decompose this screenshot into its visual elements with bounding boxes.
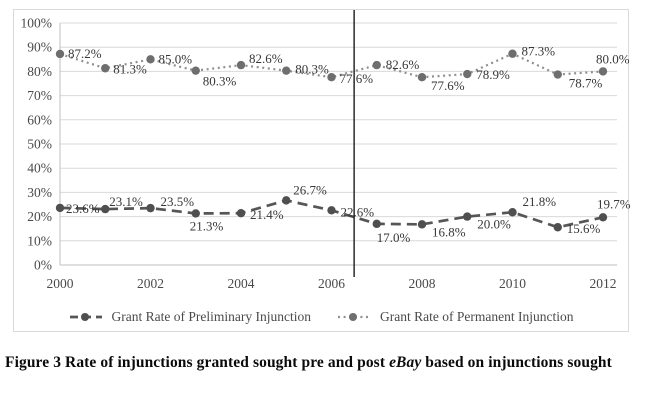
- data-label-permanent: 77.6%: [431, 78, 465, 93]
- caption-case-name: eBay: [389, 354, 422, 371]
- data-point-permanent: [191, 66, 200, 75]
- data-label-permanent: 81.3%: [113, 61, 147, 76]
- y-tick-label: 70%: [27, 88, 52, 103]
- data-label-permanent: 85.0%: [159, 51, 193, 66]
- x-tick-label: 2002: [137, 276, 164, 291]
- dashed-line-series-marker-icon: [69, 313, 102, 321]
- data-label-preliminary: 16.8%: [432, 224, 466, 239]
- y-tick-label: 80%: [27, 64, 52, 79]
- figure-caption: Figure 3 Rate of injunctions granted sou…: [5, 354, 645, 372]
- data-point-permanent: [553, 70, 562, 79]
- y-tick-label: 40%: [27, 161, 52, 176]
- data-point-preliminary: [553, 223, 562, 232]
- data-label-preliminary: 22.6%: [341, 204, 375, 219]
- data-label-permanent: 80.0%: [596, 51, 630, 66]
- data-label-preliminary: 26.7%: [293, 182, 327, 197]
- data-label-permanent: 78.9%: [476, 67, 510, 82]
- y-tick-label: 20%: [27, 209, 52, 224]
- data-point-permanent: [508, 49, 517, 58]
- caption-prefix: Figure 3 Rate of injunctions granted sou…: [5, 354, 390, 371]
- data-point-permanent: [327, 73, 336, 82]
- y-tick-label: 0%: [34, 258, 52, 273]
- data-label-preliminary: 20.0%: [477, 217, 511, 232]
- y-tick-label: 30%: [27, 185, 52, 200]
- x-tick-label: 2006: [318, 276, 345, 291]
- data-label-preliminary: 23.6%: [66, 201, 100, 216]
- x-tick-label: 2012: [590, 276, 617, 291]
- data-point-preliminary: [236, 209, 246, 218]
- chart-container: 0% 10% 20% 30% 40% 50% 60% 70% 80% 90% 100% 2000 200…: [13, 9, 631, 332]
- legend-label-preliminary: Grant Rate of Preliminary Injunction: [111, 309, 311, 324]
- data-point-preliminary: [101, 204, 110, 214]
- data-point-preliminary: [146, 203, 155, 213]
- data-label-permanent: 82.6%: [386, 57, 420, 72]
- legend-item-preliminary: Grant Rate of Preliminary Injunction: [69, 309, 311, 325]
- y-tick-label: 90%: [27, 40, 52, 55]
- data-label-preliminary: 23.1%: [109, 194, 143, 209]
- data-point-preliminary: [282, 196, 291, 205]
- data-point-permanent: [372, 60, 381, 70]
- data-label-preliminary: 15.6%: [567, 221, 601, 236]
- data-point-preliminary: [598, 213, 608, 222]
- data-label-preliminary: 21.4%: [250, 207, 284, 222]
- data-point-permanent: [417, 73, 427, 82]
- data-point-preliminary: [508, 208, 517, 217]
- data-label-permanent: 80.3%: [295, 62, 329, 77]
- data-label-preliminary: 17.0%: [377, 230, 411, 245]
- x-tick-label: 2004: [228, 276, 255, 291]
- data-label-permanent: 78.7%: [569, 76, 603, 91]
- chart-legend: Grant Rate of Preliminary Injunction Gra…: [14, 306, 628, 328]
- data-point-permanent: [55, 49, 65, 59]
- y-tick-label: 100%: [21, 16, 53, 31]
- data-label-preliminary: 19.7%: [597, 196, 631, 211]
- x-tick-label: 2000: [47, 276, 74, 291]
- data-point-preliminary: [327, 206, 336, 215]
- data-label-permanent: 80.3%: [203, 74, 237, 89]
- injunction-grant-rate-line-chart: 0% 10% 20% 30% 40% 50% 60% 70% 80% 90% 100% 2000 200…: [21, 10, 631, 291]
- y-tick-label: 60%: [27, 112, 52, 127]
- legend-item-permanent: Grant Rate of Permanent Injunction: [337, 309, 573, 325]
- data-point-permanent: [101, 64, 110, 73]
- data-label-permanent: 82.6%: [249, 51, 283, 66]
- legend-label-permanent: Grant Rate of Permanent Injunction: [380, 309, 574, 324]
- x-tick-label: 2008: [409, 276, 436, 291]
- data-point-permanent: [598, 67, 608, 76]
- x-tick-label: 2010: [499, 276, 526, 291]
- caption-suffix: based on injunctions sought: [421, 354, 612, 371]
- data-label-permanent: 87.3%: [522, 44, 556, 59]
- data-label-preliminary: 21.3%: [190, 218, 224, 233]
- data-label-preliminary: 23.5%: [161, 194, 195, 209]
- y-tick-label: 50%: [27, 137, 52, 152]
- data-point-permanent: [463, 69, 472, 79]
- data-point-preliminary: [191, 209, 200, 218]
- data-point-permanent: [146, 55, 155, 64]
- dotted-line-series-marker-icon: [338, 313, 370, 321]
- data-point-preliminary: [463, 212, 472, 221]
- data-label-permanent: 87.2%: [68, 46, 102, 61]
- data-point-preliminary: [417, 220, 427, 229]
- data-label-preliminary: 21.8%: [523, 194, 557, 209]
- data-label-permanent: 77.6%: [340, 71, 374, 86]
- data-point-permanent: [282, 66, 291, 75]
- y-tick-label: 10%: [27, 233, 52, 248]
- data-point-permanent: [236, 60, 246, 70]
- data-point-preliminary: [55, 203, 65, 213]
- data-point-preliminary: [372, 219, 381, 229]
